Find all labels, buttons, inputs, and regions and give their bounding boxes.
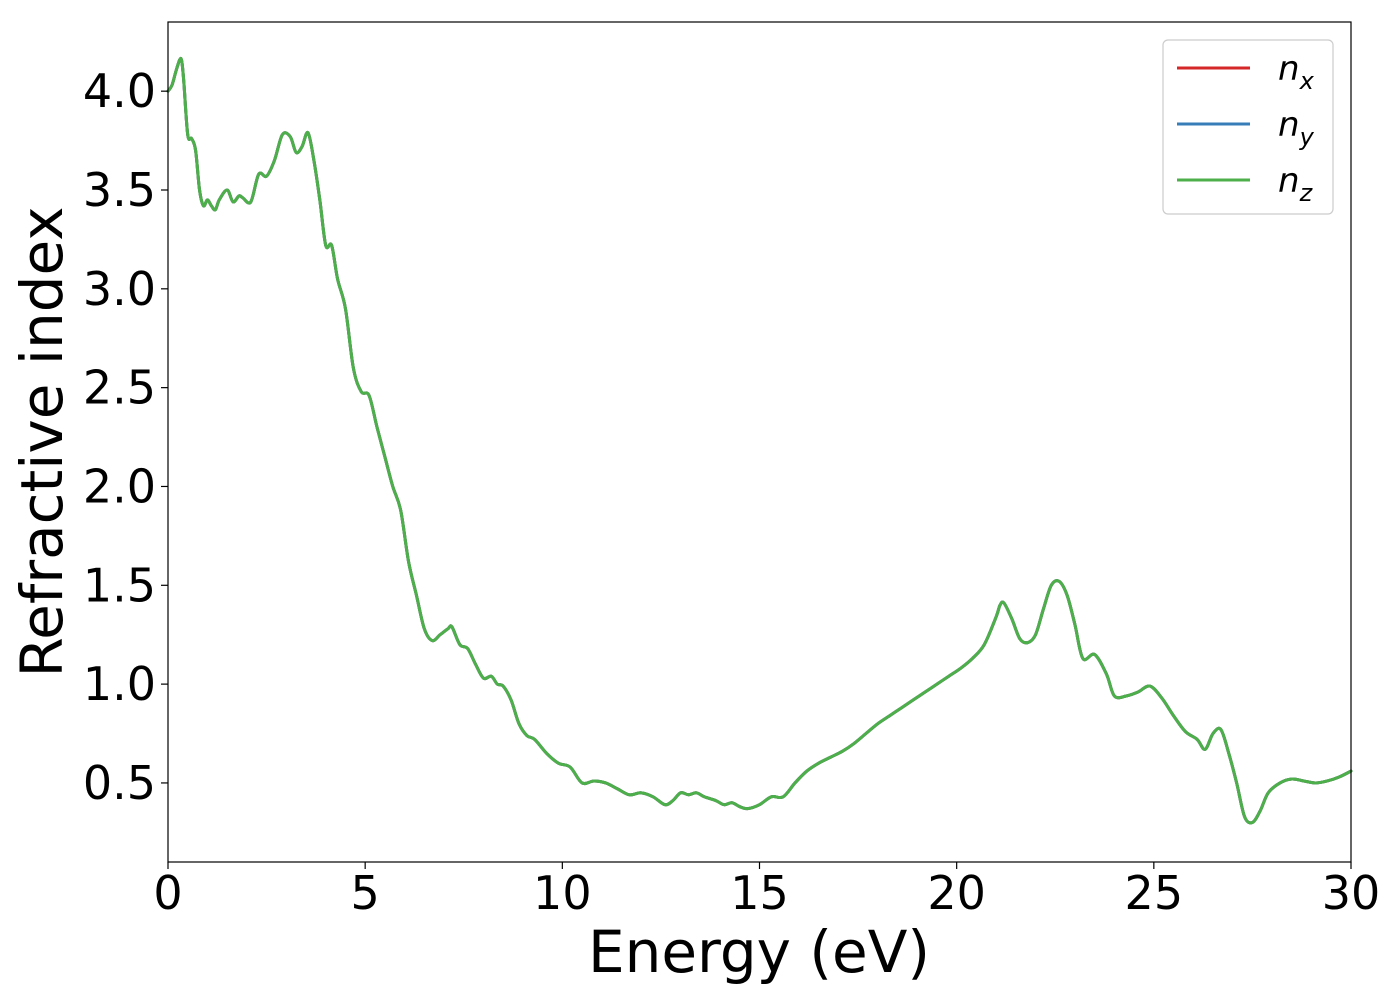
legend-box [1162,39,1334,215]
x-axis-ticks: 0 5 10 15 20 25 30 [153,862,1380,920]
legend-label-subscript: y [1299,123,1315,151]
legend-label-base: n [1278,49,1300,89]
legend-label-ny: ny [1278,105,1315,151]
legend-label-nx: nx [1278,49,1315,95]
legend-label-nz: nz [1278,161,1314,207]
y-tick-label: 0.5 [83,756,156,810]
series-layer [166,57,1353,825]
x-tick-label: 25 [1125,866,1184,920]
y-tick-label: 3.0 [83,262,156,316]
legend-label-subscript: z [1299,179,1314,207]
legend-label-subscript: x [1299,67,1315,95]
legend-label-base: n [1278,161,1300,201]
y-tick-label: 4.0 [83,64,156,118]
x-tick-label: 30 [1322,866,1381,920]
y-axis-label: Refractive index [8,206,76,677]
x-tick-label: 5 [351,866,380,920]
x-axis-label: Energy (eV) [588,918,930,986]
x-tick-label: 20 [927,866,986,920]
x-tick-label: 0 [153,866,182,920]
x-tick-label: 10 [533,866,592,920]
series-line-n-z [166,57,1353,825]
y-tick-label: 1.0 [83,657,156,711]
y-tick-label: 2.0 [83,459,156,513]
x-tick-label: 15 [730,866,789,920]
y-tick-label: 3.5 [83,163,156,217]
y-tick-label: 1.5 [83,558,156,612]
y-tick-label: 2.5 [83,361,156,415]
y-axis-ticks: 0.5 1.0 1.5 2.0 2.5 3.0 3.5 4.0 [83,64,168,810]
legend-label-base: n [1278,105,1300,145]
